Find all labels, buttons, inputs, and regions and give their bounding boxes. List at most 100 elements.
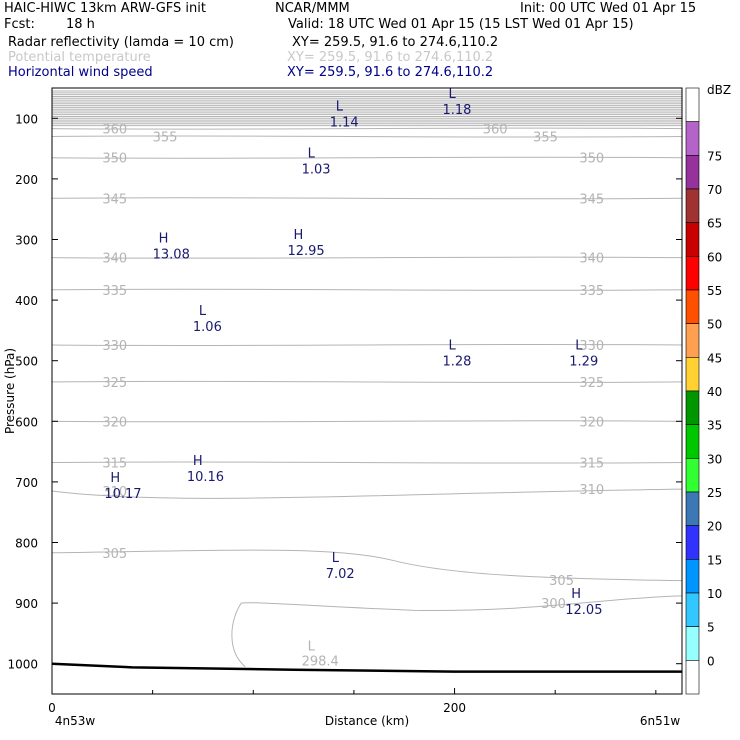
theta-contour-335: [52, 288, 682, 291]
wind-extremum-value-7: 1.29: [569, 355, 598, 370]
wind-extremum-value-2: 1.03: [302, 163, 331, 178]
colorbar-swatch: [685, 121, 700, 156]
theta-label-350: 350: [102, 152, 127, 167]
x-axis-label: Distance (km): [325, 714, 409, 728]
colorbar-swatch: [685, 357, 700, 392]
y-axis-label: Pressure (hPa): [3, 348, 17, 434]
colorbar-label: 35: [707, 419, 722, 433]
fcst-value: 18 h: [66, 17, 95, 32]
theta-label-325: 325: [102, 376, 127, 391]
theta-contour-350: [52, 156, 682, 159]
theta-label-340: 340: [102, 252, 127, 267]
theta-extremum-symbol: L: [308, 640, 316, 655]
wind-extremum-symbol-0: L: [336, 99, 344, 114]
wind-extremum-symbol-6: L: [448, 339, 456, 354]
colorbar-swatch: [685, 323, 700, 358]
wind-extremum-symbol-11: H: [571, 587, 581, 602]
colorbar-title: dBZ: [707, 83, 731, 97]
colorbar-label: 40: [707, 385, 722, 399]
field-theta-xy: XY= 259.5, 91.6 to 274.6,110.2: [287, 50, 494, 65]
theta-label-330: 330: [102, 339, 127, 354]
theta-label-right-330: 330: [579, 339, 604, 354]
theta-contour-340: [52, 256, 682, 259]
x-tick-label: 200: [443, 701, 466, 715]
field-reflectivity-name: Radar reflectivity (lamda = 10 cm): [8, 35, 234, 50]
wind-extremum-value-5: 1.06: [193, 320, 222, 335]
theta-label-right-310: 310: [579, 483, 604, 498]
theta-contour-315: [52, 461, 682, 464]
field-wind-name: Horizontal wind speed: [8, 65, 153, 80]
y-tick-label: 100: [15, 112, 38, 126]
wind-extremum-symbol-3: H: [159, 231, 169, 246]
theta-label-right-350: 350: [579, 152, 604, 167]
theta-label-right-305: 305: [549, 574, 574, 589]
wind-extremum-symbol-2: L: [308, 147, 316, 162]
theta-label-360: 360: [102, 123, 127, 138]
theta-label-300: 300: [541, 597, 566, 612]
center-label: NCAR/MMM: [275, 1, 350, 16]
colorbar-swatch: [685, 660, 700, 695]
wind-extremum-value-6: 1.28: [442, 355, 471, 370]
wind-extremum-symbol-10: L: [332, 551, 340, 566]
fcst-label: Fcst:: [4, 17, 35, 32]
theta-contour-345: [52, 197, 682, 200]
wind-extremum-value-9: 10.17: [104, 487, 141, 502]
theta-contour-355: [52, 135, 682, 138]
theta-label-right-315: 315: [579, 457, 604, 472]
colorbar-label: 20: [707, 520, 722, 534]
colorbar-swatch: [685, 155, 700, 190]
y-tick-label: 800: [15, 537, 38, 551]
colorbar-label: 45: [707, 351, 722, 365]
colorbar-label: 30: [707, 452, 722, 466]
colorbar-label: 5: [707, 621, 715, 635]
theta-label-right-345: 345: [579, 192, 604, 207]
colorbar-swatch: [685, 626, 700, 661]
theta-label-310: 310: [102, 485, 127, 500]
theta-label-305: 305: [102, 547, 127, 562]
wind-extremum-symbol-8: H: [193, 454, 203, 469]
field-wind-xy: XY= 259.5, 91.6 to 274.6,110.2: [287, 65, 494, 80]
colorbar-label: 70: [707, 183, 722, 197]
colorbar-swatch: [685, 525, 700, 560]
field-theta-name: Potential temperature: [8, 50, 151, 65]
theta-label-right-320: 320: [579, 415, 604, 430]
wind-extremum-value-11: 12.05: [565, 603, 602, 618]
theta-contour-330: [52, 343, 682, 347]
theta-label-345: 345: [102, 192, 127, 207]
colorbar-label: 0: [707, 654, 715, 668]
colorbar-swatch: [685, 188, 700, 223]
terrain-line: [52, 662, 682, 673]
colorbar-swatch: [685, 458, 700, 493]
colorbar-label: 55: [707, 284, 722, 298]
theta-label-320: 320: [102, 415, 127, 430]
wind-extremum-value-3: 13.08: [153, 247, 190, 262]
theta-contour-325: [52, 380, 682, 383]
theta-label-355: 355: [153, 130, 178, 145]
wind-extremum-value-4: 12.95: [287, 244, 324, 259]
theta-contour-360: [52, 127, 682, 130]
theta-contour-320: [52, 420, 682, 423]
theta-label-right-355: 355: [533, 130, 558, 145]
colorbar-label: 75: [707, 149, 722, 163]
x-start-label: 4n53w: [55, 714, 96, 728]
y-tick-label: 300: [15, 234, 38, 248]
theta-label-right-360: 360: [483, 123, 508, 138]
colorbar-label: 15: [707, 553, 722, 567]
wind-extremum-symbol-4: H: [293, 228, 303, 243]
colorbar-label: 50: [707, 318, 722, 332]
theta-label-335: 335: [102, 284, 127, 299]
wind-extremum-symbol-7: L: [575, 339, 583, 354]
colorbar-swatch: [685, 491, 700, 526]
colorbar-swatch: [685, 289, 700, 324]
wind-extremum-symbol-9: H: [110, 471, 120, 486]
colorbar-label: 60: [707, 250, 722, 264]
colorbar-swatch: [685, 592, 700, 627]
valid-time: Valid: 18 UTC Wed 01 Apr 15 (15 LST Wed …: [288, 17, 634, 32]
wind-extremum-value-1: 1.18: [442, 103, 471, 118]
colorbar-swatch: [685, 256, 700, 291]
x-tick-label: 0: [48, 701, 56, 715]
theta-label-right-340: 340: [579, 252, 604, 267]
colorbar-label: 10: [707, 587, 722, 601]
wind-extremum-value-0: 1.14: [330, 115, 359, 130]
